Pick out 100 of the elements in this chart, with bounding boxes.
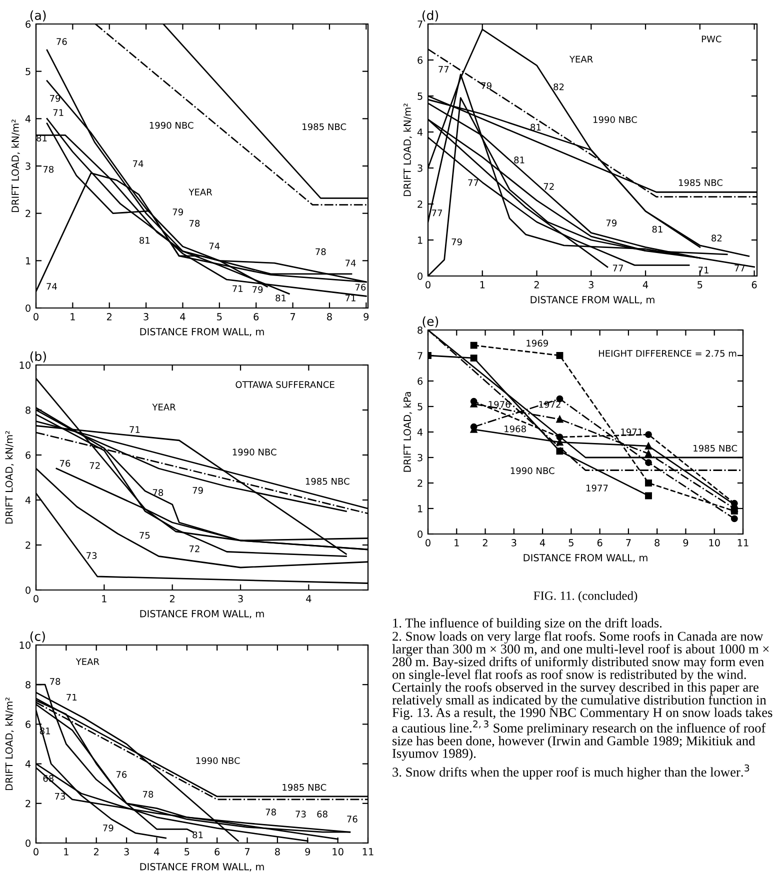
annotation: 72 (90, 462, 100, 469)
x-tick-label: 1 (64, 848, 68, 856)
x-tick-label: 6 (254, 313, 259, 320)
x-tick-label: 9 (305, 848, 310, 856)
annotation: 82 (712, 234, 722, 242)
annotation: 79 (452, 238, 462, 246)
annotation: 78 (43, 166, 54, 173)
x-tick-label: 2 (482, 539, 488, 546)
annotation: 74 (46, 283, 57, 290)
annotation: 79 (252, 286, 263, 293)
y-tick-label: 6 (26, 20, 31, 28)
x-tick-label: 6 (214, 848, 220, 856)
y-tick-label: 6 (418, 56, 423, 64)
y-axis-title: DRIFT LOAD, kN/m² (5, 431, 14, 524)
annotation: YEAR (569, 56, 593, 62)
annotation: 78 (189, 220, 200, 227)
y-tick-label: 0 (418, 272, 422, 280)
y-tick-label: 2 (26, 800, 30, 808)
annotation: 71 (698, 266, 708, 274)
y-tick-label: 4 (417, 428, 423, 436)
annotation: 71 (130, 426, 140, 433)
annotation: 1990 NBC (510, 467, 554, 474)
x-tick-label: 1 (480, 281, 485, 288)
x-tick-label: 0 (426, 539, 430, 546)
x-tick-label: 4 (180, 313, 186, 320)
x-tick-label: 1 (70, 313, 75, 320)
annotation: YEAR (76, 658, 100, 665)
y-tick-label: 4 (25, 115, 31, 122)
text: 2. Snow loads on very large flat roofs. Some roofs in Canada are now larger than 300 m × 300 m, and one multi-level roof is about 1000 m × 280 m. Bay-sized drifts of uniformly distributed snow may form even on single-level flat roofs as roof snow is redistributed by the wind. Certainly the roofs observed in the survey described in this paper are relatively small as indicated by the cumulative distribution function in Fig. 13. As a result, the 1990 NBC Commentary H on snow loads takes a cautious line.$^{2,3}$ Some preliminary research on the influence of roof size has been done, however (Irwin and Gamble 1989; Mikitiuk and Isyumov 1989). (392, 631, 772, 761)
x-tick-label: 5 (217, 313, 222, 320)
x-tick-label: 2 (170, 595, 174, 602)
x-tick-label: 0 (426, 281, 430, 288)
y-tick-label: 2 (26, 210, 30, 218)
x-tick-label: 5 (698, 281, 702, 288)
y-tick-label: 2 (418, 200, 422, 208)
x-tick-label: 1 (102, 595, 106, 602)
y-tick-label: 4 (25, 760, 31, 768)
x-axis-title: DISTANCE FROM WALL, m (140, 863, 264, 872)
y-tick-label: 6 (26, 451, 31, 459)
annotation: 77 (612, 264, 623, 272)
annotation: 79 (192, 486, 203, 494)
x-tick-label: 3 (512, 539, 516, 546)
x-tick-label: 7 (244, 848, 250, 856)
chart-title: (a) (30, 10, 46, 22)
y-tick-label: 7 (418, 352, 422, 360)
y-tick-label: 0 (26, 586, 30, 594)
y-tick-label: 8 (418, 326, 422, 334)
annotation: YEAR (152, 404, 176, 410)
annotation: 76 (355, 284, 366, 291)
annotation: 79 (606, 220, 617, 226)
caption: FIG. 11. (concluded) (534, 591, 638, 602)
x-tick-label: 0 (34, 848, 38, 856)
x-tick-label: 6 (597, 539, 602, 546)
y-tick-label: 0 (418, 530, 422, 538)
annotation: OTTAWA SUFFERANCE (236, 381, 334, 388)
y-tick-label: 0 (26, 839, 30, 847)
x-tick-label: 3 (238, 595, 243, 602)
annotation: 1990 NBC (196, 757, 240, 764)
y-tick-label: 6 (26, 720, 31, 728)
x-tick-label: 8 (327, 313, 332, 320)
annotation: 1985 NBC (306, 478, 350, 485)
x-tick-label: 0 (34, 595, 38, 602)
annotation: 71 (232, 285, 243, 292)
annotation: 1977 (586, 484, 608, 492)
annotation: 81 (514, 156, 524, 164)
y-tick-label: 4 (25, 496, 31, 504)
annotation: 76 (60, 460, 70, 467)
x-tick-label: 2 (106, 313, 112, 320)
x-tick-label: 3 (144, 313, 148, 320)
annotation: 1968 (504, 425, 526, 432)
annotation: 81 (192, 831, 203, 838)
annotation: 76 (56, 38, 67, 45)
x-tick-label: 3 (588, 281, 594, 288)
y-tick-label: 8 (26, 406, 30, 414)
annotation: 81 (530, 124, 541, 131)
annotation: 78 (266, 808, 276, 816)
x-tick-label: 7 (290, 313, 296, 320)
x-axis-title: DISTANCE FROM WALL, m (524, 554, 648, 562)
annotation: HEIGHT DIFFERENCE = 2.75 m (598, 350, 736, 357)
annotation: 79 (50, 94, 60, 102)
annotation: YEAR (188, 188, 212, 196)
text: 3. Snow drifts when the upper roof is much higher than the lower.$^{3}$ (392, 764, 750, 780)
annotation: 72 (189, 545, 200, 552)
y-tick-label: 3 (418, 164, 422, 172)
annotation: 81 (652, 226, 662, 233)
y-tick-label: 5 (418, 403, 422, 410)
annotation: PWC (702, 36, 722, 42)
annotation: 73 (86, 552, 97, 559)
y-tick-label: 10 (20, 361, 30, 369)
y-tick-label: 5 (26, 68, 30, 76)
x-axis-title: DISTANCE FROM WALL, m (140, 610, 264, 618)
y-tick-label: 8 (26, 681, 30, 688)
y-axis-title: DRIFT LOAD, kN/m² (5, 698, 14, 790)
y-tick-label: 6 (418, 377, 423, 385)
x-tick-label: 1 (454, 539, 459, 546)
y-tick-label: 5 (418, 92, 422, 100)
annotation: 1985 NBC (679, 179, 722, 186)
annotation: 79 (481, 82, 492, 90)
y-axis-title: DRIFT LOAD, kPa (403, 392, 412, 472)
annotation: 75 (140, 532, 150, 539)
